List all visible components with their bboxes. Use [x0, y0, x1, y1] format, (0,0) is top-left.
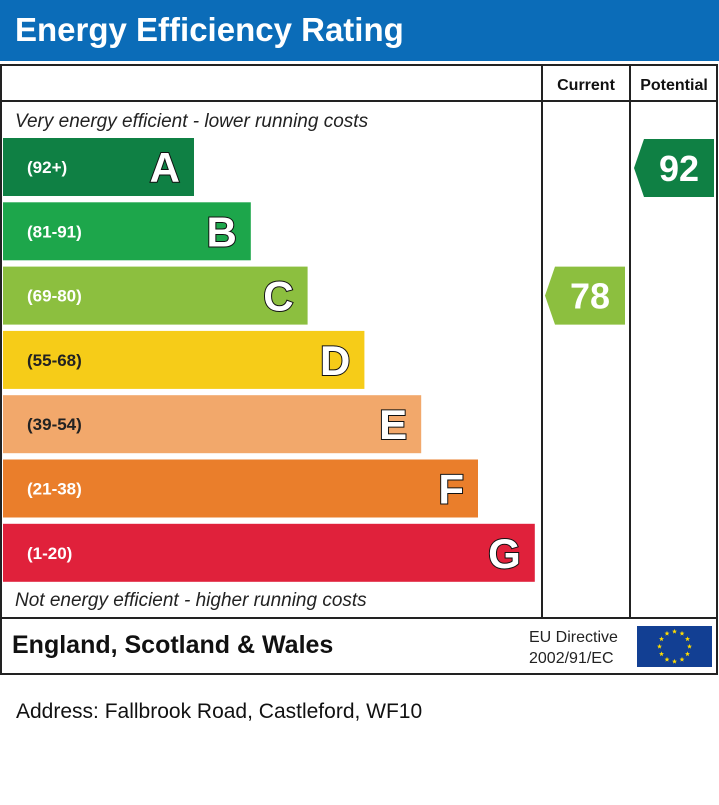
band-range-label: (21-38): [27, 480, 82, 499]
band-letter: A: [150, 144, 180, 191]
band-range-label: (69-80): [27, 287, 82, 306]
address-text: Address: Fallbrook Road, Castleford, WF1…: [16, 700, 423, 723]
current-rating-value: 78: [570, 276, 610, 317]
column-header-potential: Potential: [640, 77, 708, 94]
eu-star-icon: [685, 651, 690, 657]
band-e: (39-54) E: [3, 395, 422, 454]
band-range-label: (81-91): [27, 222, 82, 241]
band-letter: E: [379, 401, 407, 448]
eu-star-icon: [657, 643, 662, 649]
chart-frame: [0, 64, 718, 675]
band-letter: B: [206, 208, 236, 255]
energy-rating-chart: Current Potential Very energy efficient …: [0, 64, 718, 675]
rating-bands: (92+) A (81-91) B (69-80) C (55-68) D (39-54) E (2…: [3, 138, 535, 582]
eu-star-icon: [672, 658, 677, 664]
band-letter: D: [320, 337, 350, 384]
band-bar: [3, 395, 422, 454]
band-range-label: (1-20): [27, 544, 72, 563]
eu-star-icon: [659, 651, 664, 657]
eu-star-icon: [664, 656, 670, 662]
band-c: (69-80) C: [3, 266, 308, 325]
eu-star-icon: [659, 636, 664, 642]
eu-star-icon: [664, 630, 670, 636]
band-f: (21-38) F: [3, 459, 478, 518]
band-range-label: (92+): [27, 158, 67, 177]
band-bar: [3, 202, 251, 261]
page-title: Energy Efficiency Rating: [15, 11, 404, 48]
band-bar: [3, 138, 194, 196]
band-d: (55-68) D: [3, 330, 365, 389]
top-caption: Very energy efficient - lower running co…: [15, 111, 369, 132]
band-letter: C: [263, 273, 293, 320]
band-bar: [3, 523, 535, 582]
band-range-label: (55-68): [27, 351, 82, 370]
eu-star-icon: [687, 643, 692, 649]
column-header-current: Current: [557, 77, 615, 94]
band-bar: [3, 266, 308, 325]
eu-directive-line1: EU Directive: [529, 629, 618, 646]
band-bar: [3, 330, 365, 389]
eu-star-icon: [672, 628, 677, 634]
potential-rating-value: 92: [659, 148, 699, 189]
bottom-caption: Not energy efficient - higher running co…: [15, 590, 367, 611]
band-letter: F: [438, 466, 464, 513]
potential-rating-arrow: [634, 139, 714, 197]
eu-flag-icon: [637, 626, 712, 667]
band-bar: [3, 459, 478, 518]
eu-star-icon: [685, 636, 690, 642]
eu-star-icon: [679, 656, 685, 662]
band-b: (81-91) B: [3, 202, 251, 261]
eu-directive-line2: 2002/91/EC: [529, 650, 614, 667]
band-a: (92+) A: [3, 138, 194, 196]
eu-star-icon: [679, 630, 685, 636]
rating-indicators: 78 92: [545, 139, 714, 325]
current-rating: 78: [545, 266, 625, 325]
header-bar: Energy Efficiency Rating: [0, 0, 719, 61]
band-letter: G: [488, 530, 521, 577]
footer-region: England, Scotland & Wales: [12, 631, 333, 659]
band-g: (1-20) G: [3, 523, 535, 582]
potential-rating: 92: [634, 139, 714, 197]
current-rating-arrow: [545, 266, 625, 325]
band-range-label: (39-54): [27, 415, 82, 434]
